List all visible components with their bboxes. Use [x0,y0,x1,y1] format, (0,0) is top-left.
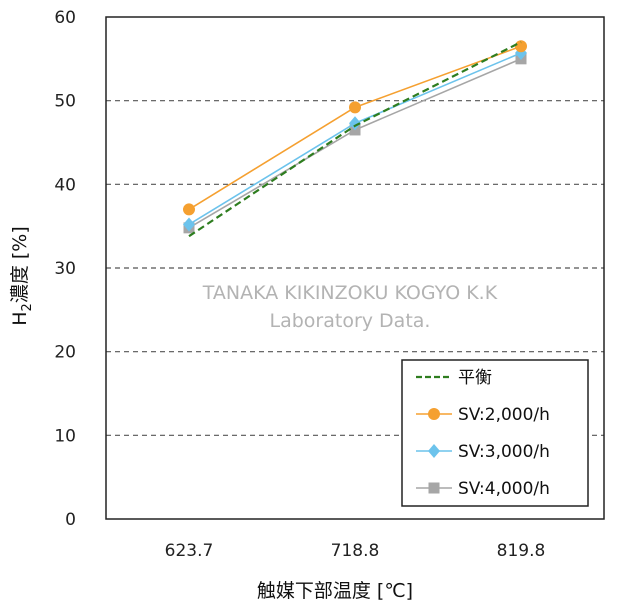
x-tick-label: 819.8 [497,541,546,561]
series [183,40,527,216]
series [183,45,527,232]
y-tick-label: 0 [65,510,76,530]
data-point [515,40,527,53]
legend-entry-label: SV:2,000/h [458,405,550,425]
y-tick-label: 10 [54,426,76,446]
x-axis-title: 触媒下部温度 [℃] [257,580,413,602]
legend-entry-label: SV:3,000/h [458,442,550,462]
y-tick-labels: 0 10 20 30 40 50 60 [54,8,76,530]
x-tick-labels: 623.7 718.8 819.8 [165,541,546,561]
data-point [349,101,361,114]
y-tick-label: 20 [54,343,76,363]
legend-entry-label: 平衡 [458,368,492,388]
watermark-line-2: Laboratory Data. [270,310,431,332]
series [188,41,522,238]
data-point [349,116,361,131]
watermark-line-1: TANAKA KIKINZOKU KOGYO K.K [202,282,498,304]
data-point [183,203,195,216]
data-point [183,217,195,232]
y-axis-title-main: H [9,311,31,325]
legend-swatch-marker [428,482,440,494]
legend-box [401,359,589,507]
legend-swatch-marker [428,444,440,458]
x-tick-label: 718.8 [331,541,380,561]
x-tick-label: 623.7 [165,541,214,561]
y-tick-label: 60 [54,8,76,28]
series-line [188,41,522,238]
legend-swatch-marker [428,408,440,420]
y-axis-title-rest: 濃度 [%] [9,226,31,303]
y-tick-label: 30 [54,259,76,279]
plot-frame [105,16,605,520]
legend-entry-label: SV:4,000/h [458,479,550,499]
y-tick-label: 40 [54,175,76,195]
series-group [183,40,527,238]
legend: 平衡 SV:2,000/h SV:3,000/h SV:4,000/h [401,359,589,507]
y-axis-title-subscript: 2 [20,303,35,311]
series [183,53,527,234]
y-tick-label: 50 [54,92,76,112]
y-axis-title: H2濃度 [%] [9,226,35,326]
